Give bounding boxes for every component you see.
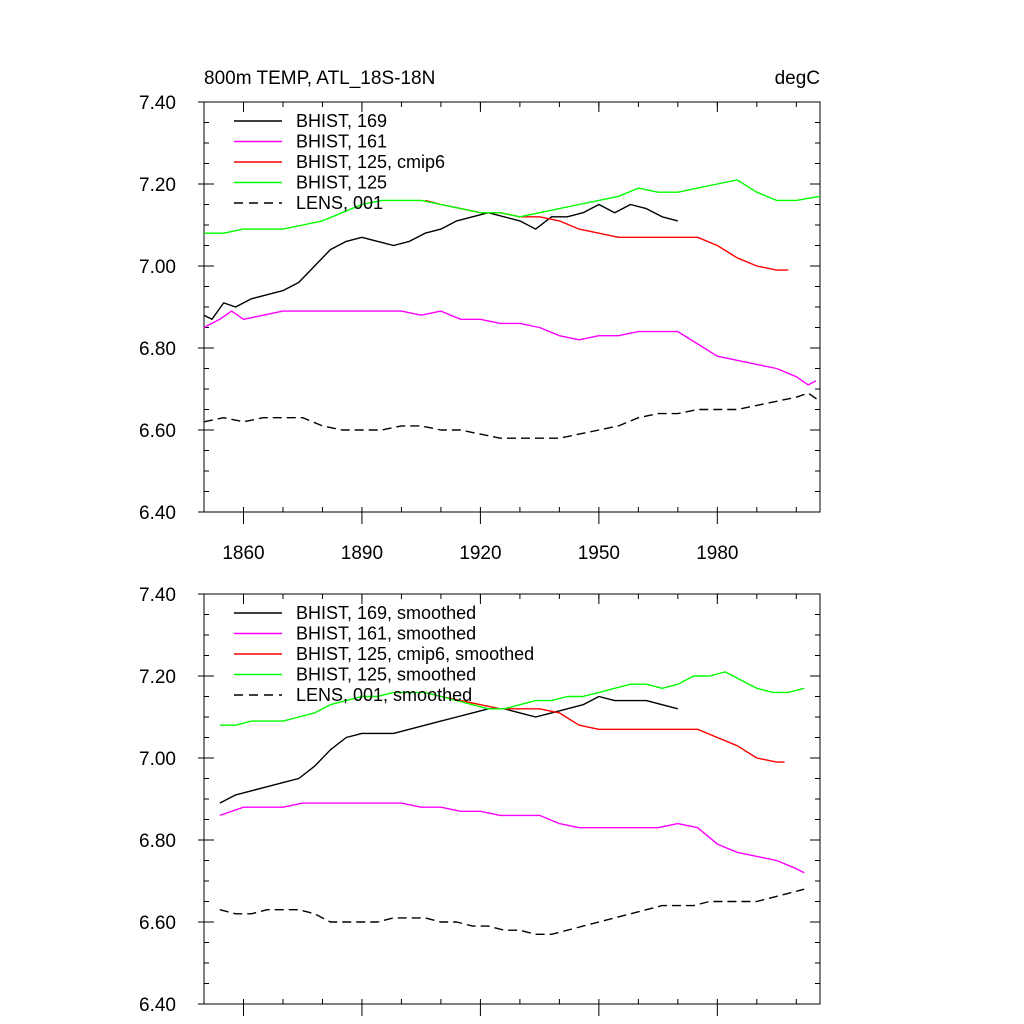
series-line-2-5 [219,888,805,935]
y-tick-label: 7.00 [139,257,176,278]
series-line-1-5 [203,392,821,439]
legend-label: LENS, 001, smoothed [296,685,472,705]
legend-label: BHIST, 169 [296,111,387,131]
legend-label: BHIST, 125, smoothed [296,665,476,685]
y-tick-label: 7.20 [139,175,176,196]
series-line-1-3 [424,199,789,271]
legend-label: BHIST, 161, smoothed [296,624,476,644]
series-line-2-4 [219,671,805,726]
x-tick-label: 1860 [222,543,264,564]
y-tick-label: 7.40 [139,93,176,114]
y-tick-label: 6.80 [139,831,176,852]
series-line-2-1 [219,695,678,804]
legend-label: BHIST, 125, cmip6 [296,152,445,172]
x-tick-label: 1890 [341,543,383,564]
legend-label: LENS, 001 [296,193,383,213]
y-tick-label: 6.60 [139,913,176,934]
legend-label: BHIST, 161 [296,132,387,152]
y-tick-label: 6.40 [139,995,176,1016]
series-line-1-4 [204,179,821,234]
legend-label: BHIST, 169, smoothed [296,603,476,623]
series-line-1-2 [203,310,817,386]
chart-unit-label: degC [775,68,820,89]
y-tick-label: 7.00 [139,749,176,770]
y-tick-label: 6.60 [139,421,176,442]
y-tick-label: 7.40 [139,585,176,606]
x-tick-label: 1980 [696,543,738,564]
series-line-1-1 [203,203,678,320]
legend-label: BHIST, 125, cmip6, smoothed [296,644,534,664]
series-line-2-3 [424,691,785,763]
y-tick-label: 7.20 [139,667,176,688]
x-tick-label: 1950 [578,543,620,564]
y-tick-label: 6.40 [139,503,176,524]
x-tick-label: 1920 [459,543,501,564]
legend-label: BHIST, 125 [296,173,387,193]
chart-title-left: 800m TEMP, ATL_18S-18N [204,68,435,89]
series-line-2-2 [219,802,805,874]
y-tick-label: 6.80 [139,339,176,360]
